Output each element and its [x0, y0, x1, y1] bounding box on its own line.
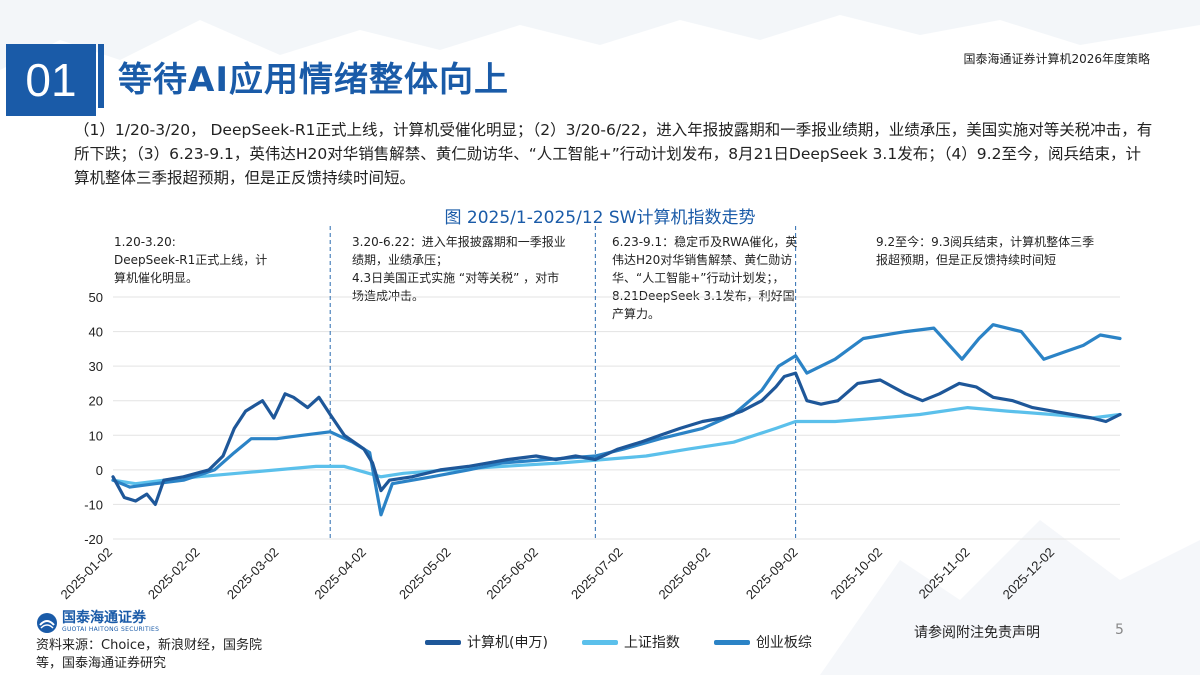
x-tick-label: 2025-05-02 — [396, 545, 454, 603]
y-tick-label: 40 — [89, 325, 103, 340]
legend-swatch-shanghai — [581, 639, 618, 645]
legend-label-computer: 计算机(申万) — [467, 635, 548, 651]
y-tick-label: 20 — [89, 394, 103, 409]
legend-item-chinext: 创业板综 — [713, 632, 812, 652]
report-tag: 国泰海通证券计算机2026年度策略 — [963, 52, 1150, 66]
annotation-phase-3: 6.23-9.1：稳定币及RWA催化，英伟达H20对华销售解禁、黄仁勋访华、“人… — [612, 235, 798, 321]
series-line-0 — [111, 371, 1122, 506]
x-tick-label: 2025-08-02 — [655, 545, 713, 603]
chart-title: 图 2025/1-2025/12 SW计算机指数走势 — [444, 208, 756, 228]
y-tick-label: 0 — [96, 463, 103, 478]
legend-item-shanghai: 上证指数 — [581, 632, 680, 652]
chart-legend: 计算机(申万) 上证指数 创业板综 — [425, 632, 846, 652]
logo-mark-icon — [37, 612, 57, 633]
y-tick-label: -20 — [84, 532, 103, 547]
summary-paragraph: （1）1/20-3/20， DeepSeek-R1正式上线，计算机受催化明显；（… — [74, 121, 1153, 187]
x-tick-label: 2025-01-02 — [57, 545, 115, 603]
y-tick-label: 50 — [89, 290, 103, 305]
page-number: 5 — [1115, 622, 1124, 638]
title-divider — [98, 44, 104, 108]
y-tick-label: -10 — [84, 497, 103, 512]
x-tick-label: 2025-10-02 — [828, 545, 886, 603]
y-tick-label: 10 — [89, 428, 103, 443]
page-title: 等待AI应用情绪整体向上 — [118, 60, 509, 100]
x-tick-label: 2025-09-02 — [743, 545, 801, 603]
x-tick-label: 2025-02-02 — [145, 545, 203, 603]
logo-name-cn: 国泰海通证券 — [62, 610, 146, 626]
x-tick-label: 2025-12-02 — [1000, 545, 1058, 603]
annotation-phase-2: 3.20-6.22：进入年报披露期和一季报业绩期，业绩承压； 4.3日美国正式实… — [352, 235, 566, 303]
data-source: 资料来源：Choice，新浪财经，国务院等，国泰海通证券研究 — [36, 638, 263, 671]
x-tick-label: 2025-06-02 — [483, 545, 541, 603]
annotation-phase-4: 9.2至今：9.3阅兵结束，计算机整体三季报超预期，但是正反馈持续时间短 — [876, 235, 1095, 267]
disclaimer-note: 请参阅附注免责声明 — [914, 625, 1040, 641]
series-line-1 — [111, 406, 1122, 486]
legend-item-computer: 计算机(申万) — [425, 632, 548, 652]
legend-swatch-computer — [425, 639, 461, 645]
x-tick-label: 2025-07-02 — [568, 545, 626, 603]
legend-swatch-chinext — [713, 639, 750, 645]
slide-number: 01 — [6, 44, 96, 116]
legend-label-chinext: 创业板综 — [755, 635, 812, 651]
company-logo: 国泰海通证券 GUOTAI HAITONG SECURITIES — [36, 611, 159, 634]
legend-label-shanghai: 上证指数 — [623, 635, 680, 651]
y-tick-label: 30 — [89, 359, 103, 374]
x-tick-label: 2025-03-02 — [224, 545, 282, 603]
x-tick-label: 2025-04-02 — [311, 545, 369, 603]
logo-name-en: GUOTAI HAITONG SECURITIES — [62, 626, 160, 633]
annotation-phase-1: 1.20-3.20: DeepSeek-R1正式上线，计算机催化明显。 — [114, 235, 268, 285]
series-line-2 — [111, 323, 1122, 517]
x-tick-label: 2025-11-02 — [916, 545, 973, 602]
